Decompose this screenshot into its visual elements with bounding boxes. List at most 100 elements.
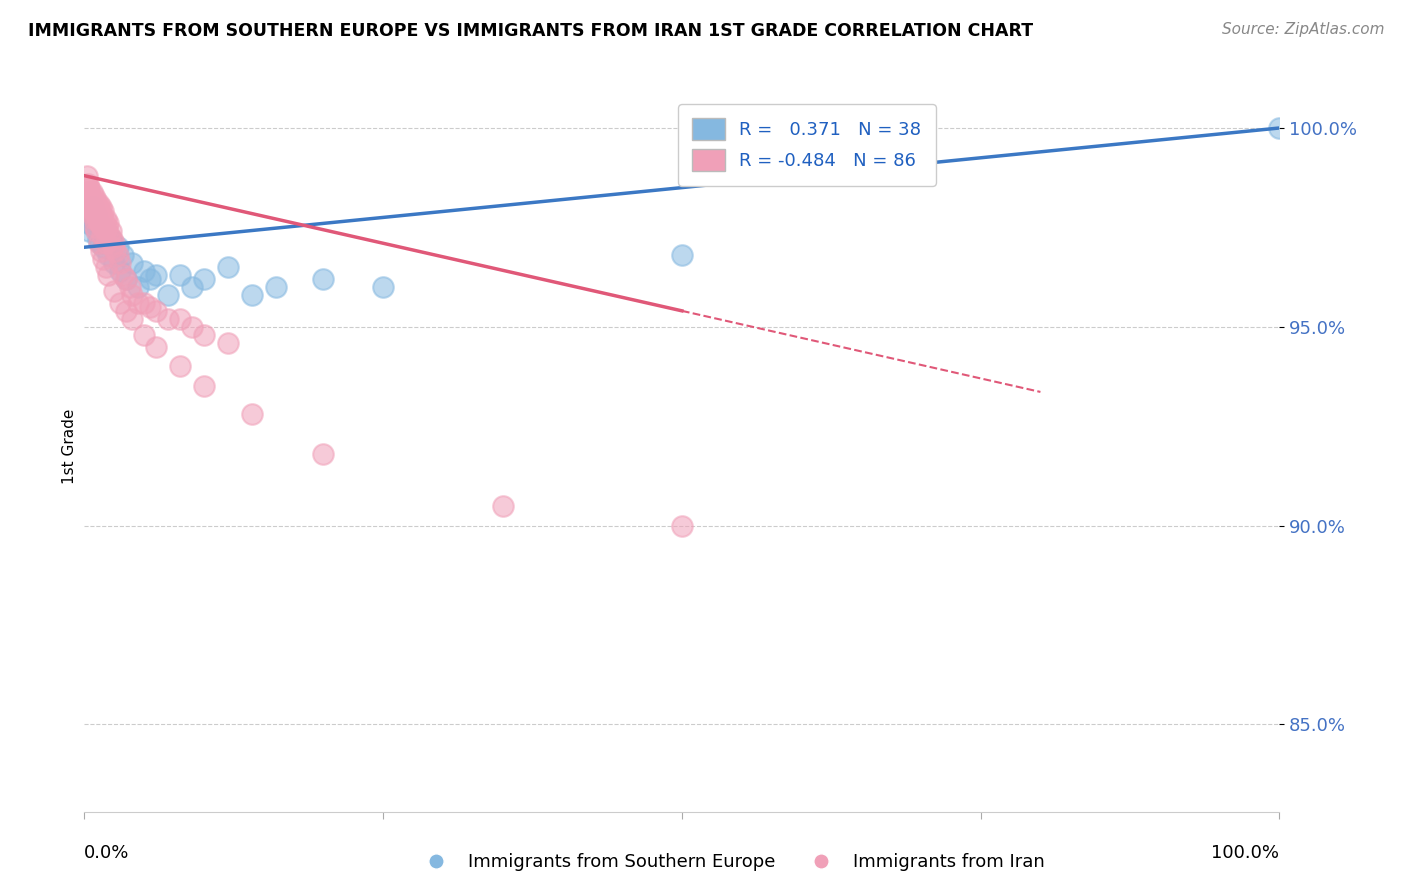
Point [104, 244, 127, 259]
Text: 0.0%: 0.0% [84, 844, 129, 862]
Point [79, 201, 101, 215]
Point [93, 252, 115, 267]
Point [79, 204, 101, 219]
Point [98, 228, 121, 243]
Point [217, 260, 239, 274]
Point [83, 220, 105, 235]
Point [86, 209, 108, 223]
Point [97, 268, 120, 282]
Point [132, 264, 156, 278]
Point [110, 296, 132, 310]
Point [90, 244, 112, 259]
Point [87, 216, 110, 230]
Point [115, 272, 138, 286]
Point [91, 228, 114, 243]
Point [139, 300, 162, 314]
Point [84, 209, 107, 223]
Point [115, 272, 138, 286]
Point [91, 209, 114, 223]
Point [103, 236, 125, 251]
Point [90, 212, 112, 227]
Point [93, 204, 115, 219]
Legend: R =   0.371   N = 38, R = -0.484   N = 86: R = 0.371 N = 38, R = -0.484 N = 86 [678, 104, 936, 186]
Point [77, 185, 100, 199]
Point [82, 209, 104, 223]
Point [76, 209, 98, 223]
Point [80, 201, 103, 215]
Point [83, 188, 105, 202]
Point [132, 327, 156, 342]
Point [80, 196, 103, 211]
Point [83, 201, 105, 215]
Point [91, 220, 114, 235]
Point [492, 499, 515, 513]
Point [94, 224, 117, 238]
Point [80, 196, 103, 211]
Point [671, 248, 693, 262]
Point [83, 204, 105, 219]
Point [93, 240, 115, 254]
Point [80, 212, 103, 227]
Point [107, 248, 129, 262]
Point [89, 236, 111, 251]
Legend: Immigrants from Southern Europe, Immigrants from Iran: Immigrants from Southern Europe, Immigra… [411, 847, 1052, 879]
Point [77, 216, 100, 230]
Point [77, 177, 100, 191]
Text: IMMIGRANTS FROM SOUTHERN EUROPE VS IMMIGRANTS FROM IRAN 1ST GRADE CORRELATION CH: IMMIGRANTS FROM SOUTHERN EUROPE VS IMMIG… [28, 22, 1033, 40]
Point [80, 185, 103, 199]
Point [89, 204, 111, 219]
Point [145, 303, 167, 318]
Point [94, 260, 117, 274]
Point [83, 212, 105, 227]
Point [1268, 120, 1291, 135]
Point [82, 204, 104, 219]
Point [217, 335, 239, 350]
Point [121, 288, 143, 302]
Point [87, 196, 110, 211]
Point [103, 256, 125, 270]
Point [181, 280, 204, 294]
Point [101, 232, 124, 246]
Point [373, 280, 395, 294]
Point [118, 280, 141, 294]
Point [145, 268, 167, 282]
Point [100, 224, 122, 238]
Point [110, 256, 132, 270]
Point [77, 188, 100, 202]
Point [90, 201, 112, 215]
Point [121, 311, 143, 326]
Point [193, 379, 215, 393]
Point [77, 180, 100, 194]
Point [312, 447, 335, 461]
Point [79, 193, 101, 207]
Point [86, 201, 108, 215]
Point [84, 220, 107, 235]
Point [100, 232, 122, 246]
Point [77, 180, 100, 194]
Point [84, 196, 107, 211]
Point [121, 256, 143, 270]
Point [132, 296, 156, 310]
Point [127, 296, 149, 310]
Text: Source: ZipAtlas.com: Source: ZipAtlas.com [1222, 22, 1385, 37]
Point [115, 303, 138, 318]
Point [193, 272, 215, 286]
Point [94, 212, 117, 227]
Point [97, 248, 120, 262]
Point [157, 288, 180, 302]
Text: 100.0%: 100.0% [1212, 844, 1279, 862]
Point [79, 188, 101, 202]
Point [111, 268, 134, 282]
Point [84, 216, 107, 230]
Point [86, 193, 108, 207]
Point [89, 216, 111, 230]
Point [240, 288, 263, 302]
Point [145, 340, 167, 354]
Point [181, 319, 204, 334]
Point [86, 209, 108, 223]
Point [86, 212, 108, 227]
Point [77, 193, 100, 207]
Point [82, 193, 104, 207]
Point [240, 407, 263, 421]
Point [193, 327, 215, 342]
